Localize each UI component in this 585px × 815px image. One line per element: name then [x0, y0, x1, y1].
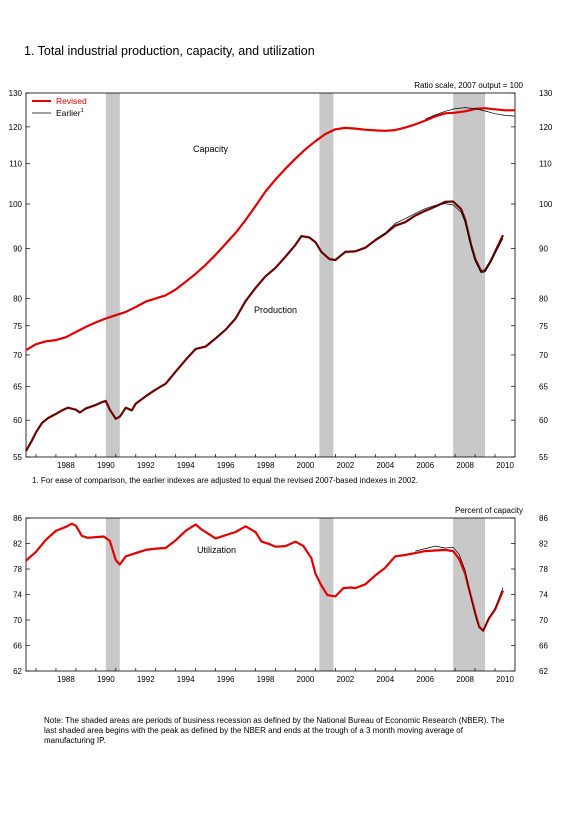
y-tick-label-right: 86 [539, 514, 548, 523]
x-tick-label: 1998 [257, 675, 275, 684]
series-capacity-revised-overlay [25, 107, 515, 351]
chart-annotation: Ratio scale, 2007 output = 100 [414, 81, 523, 90]
utilization-chart: 62 62 66 66 70 70 74 74 78 78 82 82 86 86 1988 1990 1992… [13, 506, 548, 684]
recession-band [453, 93, 486, 457]
x-tick-label: 1996 [217, 675, 235, 684]
x-tick-label: 1990 [97, 461, 115, 470]
page-title: 1. Total industrial production, capacity… [24, 44, 315, 58]
production-capacity-chart: 55 55 60 60 65 65 70 70 75 75 80 80 90 90 100 100 110 110… [9, 81, 553, 470]
series-utilization-revised [25, 522, 505, 632]
y-tick-label-right: 65 [539, 382, 548, 391]
y-tick-label-left: 55 [13, 453, 22, 462]
x-tick-label: 2006 [416, 675, 434, 684]
plot-frame [25, 92, 516, 458]
utilization-label: Utilization [197, 545, 236, 555]
y-tick-label-right: 100 [539, 200, 553, 209]
y-tick-label-left: 74 [13, 591, 22, 600]
y-tick-label-right: 70 [539, 616, 548, 625]
x-tick-label: 1996 [217, 461, 235, 470]
x-tick-label: 2004 [376, 675, 394, 684]
x-tick-label: 2010 [496, 675, 514, 684]
recession-band [453, 518, 486, 671]
x-tick-label: 2000 [297, 461, 315, 470]
legend-earlier-label: Earlier1 [56, 108, 84, 118]
x-tick-label: 2006 [416, 461, 434, 470]
y-tick-label-left: 82 [13, 540, 22, 549]
y-tick-label-right: 110 [539, 160, 552, 169]
x-tick-label: 2002 [336, 675, 354, 684]
chart-annotation: Percent of capacity [455, 506, 523, 515]
x-tick-label: 1990 [97, 675, 115, 684]
y-tick-label-left: 86 [13, 514, 22, 523]
y-tick-label-left: 78 [13, 565, 22, 574]
y-tick-label-right: 130 [539, 89, 553, 98]
y-tick-label-left: 130 [9, 89, 23, 98]
recession-band [105, 518, 120, 671]
capacity-label: Capacity [193, 144, 229, 154]
x-tick-label: 1988 [57, 675, 75, 684]
y-tick-label-right: 75 [539, 322, 548, 331]
y-tick-label-left: 70 [13, 351, 22, 360]
y-tick-label-right: 55 [539, 453, 548, 462]
y-tick-label-left: 60 [13, 416, 22, 425]
plot-frame [25, 517, 516, 672]
x-tick-label: 1994 [177, 675, 195, 684]
y-tick-label-right: 70 [539, 351, 548, 360]
y-tick-label-left: 80 [13, 294, 22, 303]
x-tick-label: 2010 [496, 461, 514, 470]
production-label: Production [254, 305, 297, 315]
y-tick-label-left: 62 [13, 667, 22, 676]
y-tick-label-right: 74 [539, 591, 548, 600]
y-tick-label-left: 65 [13, 382, 22, 391]
x-tick-label: 1998 [257, 461, 275, 470]
x-tick-label: 1992 [137, 461, 155, 470]
y-tick-label-left: 90 [13, 245, 22, 254]
legend-revised-label: Revised [56, 96, 87, 106]
y-tick-label-right: 80 [539, 294, 548, 303]
y-tick-label-right: 62 [539, 667, 548, 676]
recession-band [319, 93, 334, 457]
series-utilization-earlier [415, 545, 504, 632]
y-tick-label-left: 75 [13, 322, 22, 331]
y-tick-label-right: 60 [539, 416, 548, 425]
y-tick-label-right: 78 [539, 565, 548, 574]
y-tick-label-right: 66 [539, 642, 548, 651]
y-tick-label-left: 66 [13, 642, 22, 651]
recession-note: Note: The shaded areas are periods of bu… [44, 716, 505, 745]
x-tick-label: 2004 [376, 461, 394, 470]
x-tick-label: 2008 [456, 461, 474, 470]
x-tick-label: 1992 [137, 675, 155, 684]
legend-earlier-superscript: 1 [81, 108, 84, 114]
y-tick-label-right: 90 [539, 245, 548, 254]
x-tick-label: 2002 [336, 461, 354, 470]
series-utilization-revised-overlay [25, 523, 504, 632]
series-production-earlier [375, 203, 504, 274]
x-tick-label: 1994 [177, 461, 195, 470]
x-tick-label: 1988 [57, 461, 75, 470]
recession-band [105, 93, 120, 457]
footnote: 1. For ease of comparison, the earlier i… [32, 476, 419, 485]
y-tick-label-left: 100 [9, 200, 23, 209]
y-tick-label-right: 120 [539, 123, 553, 132]
y-tick-label-left: 110 [9, 160, 22, 169]
y-tick-label-right: 82 [539, 540, 548, 549]
series-production-revised [25, 200, 504, 452]
y-tick-label-left: 70 [13, 616, 22, 625]
x-tick-label: 2008 [456, 675, 474, 684]
y-tick-label-left: 120 [9, 123, 23, 132]
x-tick-label: 2000 [297, 675, 315, 684]
series-capacity-earlier [425, 107, 516, 120]
